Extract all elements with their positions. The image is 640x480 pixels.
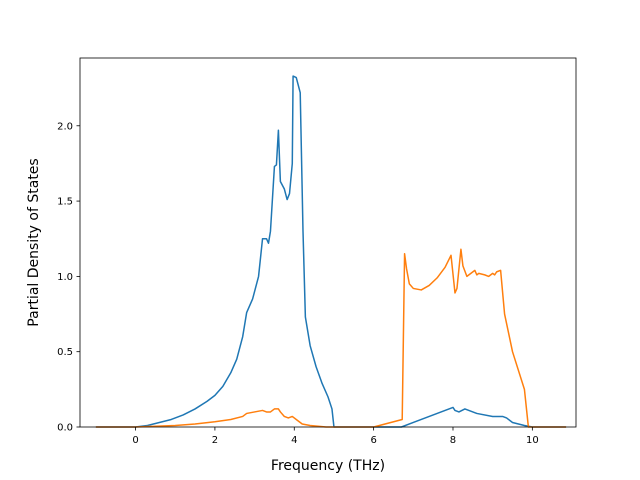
y-tick-label: 1.5 xyxy=(57,197,73,208)
series-lines xyxy=(95,75,567,428)
x-tick-label: 10 xyxy=(526,435,539,446)
x-tick-label: 8 xyxy=(450,435,456,446)
x-tick-label: 0 xyxy=(132,435,138,446)
y-tick-label: 0.5 xyxy=(57,347,73,358)
x-axis-label: Frequency (THz) xyxy=(271,458,385,474)
plot-area-frame xyxy=(79,57,577,428)
x-tick-label: 6 xyxy=(370,435,376,446)
y-axis-label: Partial Density of States xyxy=(26,158,42,326)
series-line-2 xyxy=(95,248,567,428)
y-tick-label: 1.0 xyxy=(57,272,73,283)
y-tick-label: 0.0 xyxy=(57,423,73,434)
y-tick-label: 2.0 xyxy=(57,121,73,132)
x-tick-label: 2 xyxy=(212,435,218,446)
y-axis-ticks: 0.0 0.5 1.0 1.5 2.0 xyxy=(57,121,80,434)
x-axis-ticks: 0 2 4 6 8 10 xyxy=(132,427,539,446)
x-tick-label: 4 xyxy=(291,435,297,446)
series-line-1 xyxy=(95,75,567,428)
